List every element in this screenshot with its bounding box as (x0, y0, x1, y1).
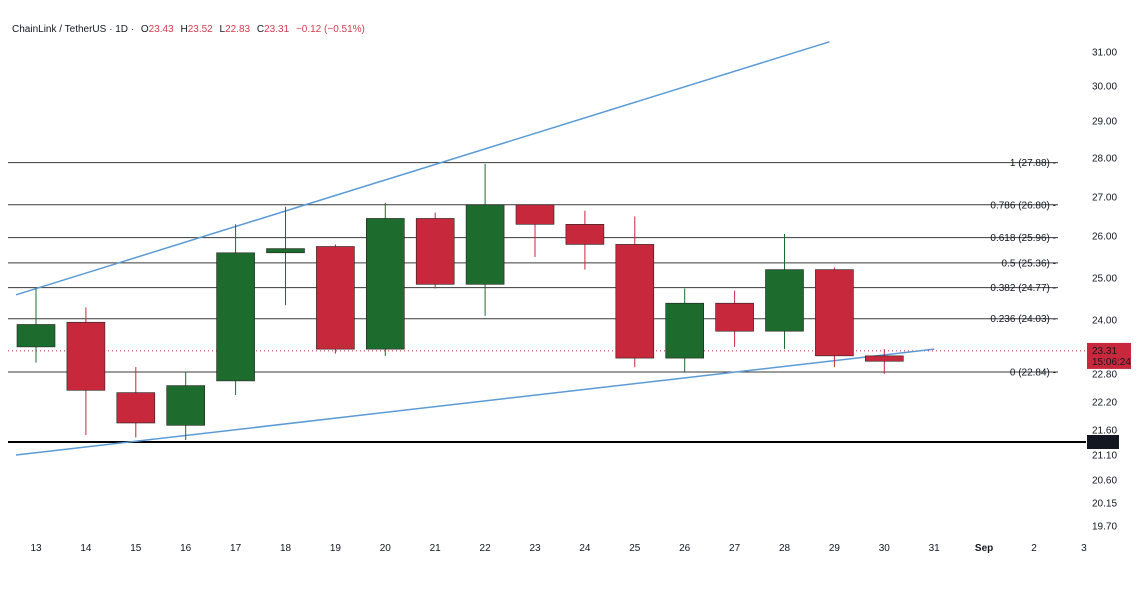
x-tick-label: 30 (879, 543, 891, 554)
candle-body (465, 204, 505, 285)
x-tick-label: Sep (975, 543, 993, 554)
x-tick-label: 21 (430, 543, 442, 554)
y-tick-label: 21.10 (1092, 451, 1117, 462)
candle-body (16, 324, 56, 348)
symbol-label[interactable]: ChainLink / TetherUS · 1D · (12, 24, 135, 35)
last-price-badge (1087, 342, 1131, 369)
y-tick-label: 24.00 (1092, 316, 1117, 327)
open-label: O (140, 24, 149, 35)
fib-label: 0.5 (25.36) - (1002, 258, 1056, 269)
support-price-badge-text: 21.36 (1092, 438, 1117, 449)
x-tick-label: 29 (829, 543, 841, 554)
y-tick-label: 20.15 (1092, 499, 1117, 510)
candle-body (565, 224, 605, 245)
trendline-upper (15, 41, 830, 296)
y-tick-label: 28.00 (1092, 154, 1117, 165)
y-tick-label: 31.00 (1092, 48, 1117, 59)
candle-body (665, 302, 705, 359)
candle-body (166, 385, 205, 426)
close-number: 23.31 (264, 24, 290, 35)
fib-label: 0.786 (26.80) - (990, 200, 1056, 211)
x-tick-label: 17 (230, 543, 242, 554)
close-value: C23.31 (257, 24, 289, 35)
last-price-badge-countdown: 15:06:24 (1092, 357, 1131, 368)
y-tick-label: 20.60 (1092, 476, 1117, 487)
y-tick-label: 30.00 (1092, 82, 1117, 93)
y-tick-label: 27.00 (1092, 193, 1117, 204)
high-label: H (180, 24, 188, 35)
last-price-badge-price: 23.31 (1092, 346, 1117, 357)
fib-label: 0.618 (25.96) - (990, 233, 1056, 244)
x-tick-label: 31 (929, 543, 941, 554)
open-number: 23.43 (148, 24, 174, 35)
x-tick-label: 2 (1031, 543, 1037, 554)
change-value: −0.12 (−0.51%) (295, 24, 365, 35)
x-tick-label: 18 (280, 543, 292, 554)
x-tick-label: 14 (80, 543, 92, 554)
candle-body (515, 204, 555, 225)
candle-body (615, 244, 655, 359)
x-tick-label: 27 (729, 543, 741, 554)
candle-body (864, 355, 904, 362)
x-tick-label: 3 (1081, 543, 1087, 554)
candle-body (316, 246, 355, 350)
x-tick-label: 15 (130, 543, 142, 554)
fib-label: 0.382 (24.77) - (990, 283, 1056, 294)
y-tick-label: 22.20 (1092, 398, 1117, 409)
x-tick-label: 22 (480, 543, 492, 554)
high-number: 23.52 (187, 24, 213, 35)
fib-label: 0 (22.84) - (1010, 368, 1056, 379)
candle-body (66, 321, 106, 391)
x-tick-label: 26 (679, 543, 691, 554)
x-tick-label: 24 (579, 543, 591, 554)
fib-label: 0.236 (24.03) - (990, 314, 1056, 325)
x-tick-label: 28 (779, 543, 791, 554)
low-number: 22.83 (225, 24, 251, 35)
open-value: O23.43 (141, 24, 174, 35)
candle-body (765, 269, 804, 332)
y-tick-label: 19.70 (1092, 522, 1117, 533)
y-tick-label: 26.00 (1092, 232, 1117, 243)
x-tick-label: 16 (180, 543, 192, 554)
high-value: H23.52 (180, 24, 212, 35)
y-tick-label: 25.00 (1092, 274, 1117, 285)
y-tick-label: 21.60 (1092, 426, 1117, 437)
candle-body (216, 252, 255, 382)
x-tick-label: 25 (629, 543, 641, 554)
y-tick-label: 22.80 (1092, 369, 1117, 380)
candle-body (266, 248, 305, 254)
support-price-badge (1087, 435, 1119, 449)
x-tick-label: 20 (380, 543, 392, 554)
y-tick-label: 29.00 (1092, 117, 1117, 128)
trendline-lower (15, 348, 935, 456)
x-tick-label: 13 (30, 543, 42, 554)
x-tick-label: 23 (529, 543, 541, 554)
candle-body (365, 218, 405, 350)
x-tick-label: 19 (330, 543, 342, 554)
close-label: C (256, 24, 265, 35)
candle-body (715, 302, 754, 332)
fib-label: 1 (27.88) - (1010, 158, 1056, 169)
chart-header: ChainLink / TetherUS · 1D · O23.43 H23.5… (12, 24, 369, 35)
candle-body (815, 269, 854, 357)
low-label: L (219, 24, 226, 35)
low-value: L22.83 (220, 24, 251, 35)
candle-body (415, 218, 455, 285)
candle-body (116, 392, 156, 424)
